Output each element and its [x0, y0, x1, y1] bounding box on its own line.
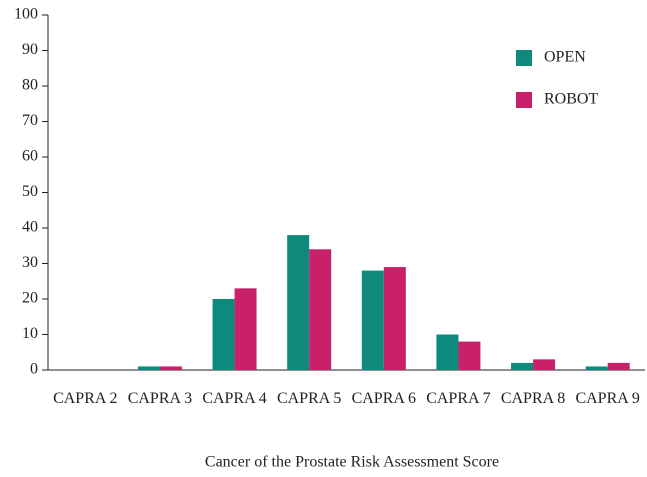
y-tick-label: 0 — [30, 361, 38, 378]
legend-swatch — [516, 50, 532, 66]
x-tick-label: CAPRA 2 — [53, 390, 118, 407]
bar — [585, 366, 608, 370]
y-tick-label: 20 — [22, 290, 38, 307]
y-tick-label: 40 — [22, 219, 38, 236]
y-tick-label: 100 — [14, 6, 38, 23]
x-axis-title: Cancer of the Prostate Risk Assessment S… — [205, 454, 499, 471]
y-tick-label: 70 — [22, 112, 38, 129]
x-tick-label: CAPRA 7 — [426, 390, 491, 407]
bar — [137, 366, 160, 370]
x-tick-label: CAPRA 8 — [500, 390, 566, 407]
y-tick-label: 80 — [22, 77, 38, 94]
bar — [383, 267, 406, 370]
y-tick-label: 10 — [22, 325, 38, 342]
legend-swatch — [516, 92, 532, 108]
x-tick-label: CAPRA 9 — [575, 390, 640, 407]
bar — [511, 362, 534, 370]
x-tick-label: CAPRA 3 — [127, 390, 193, 407]
x-tick-label: CAPRA 5 — [276, 390, 342, 407]
bar — [533, 359, 556, 370]
x-tick-label: CAPRA 6 — [351, 390, 417, 407]
legend-label: OPEN — [544, 49, 586, 66]
y-tick-label: 60 — [22, 148, 38, 165]
bar — [309, 249, 332, 370]
bar — [234, 288, 257, 370]
bar — [436, 334, 459, 370]
y-tick-label: 30 — [22, 254, 38, 271]
bar — [159, 366, 182, 370]
bar — [458, 341, 481, 370]
legend-label: ROBOT — [544, 91, 598, 108]
bar — [287, 235, 310, 370]
y-tick-label: 90 — [22, 41, 38, 58]
x-tick-label: CAPRA 4 — [202, 390, 267, 407]
bar — [361, 270, 384, 370]
y-tick-label: 50 — [22, 183, 38, 200]
bar — [212, 299, 235, 370]
bar — [607, 362, 630, 370]
